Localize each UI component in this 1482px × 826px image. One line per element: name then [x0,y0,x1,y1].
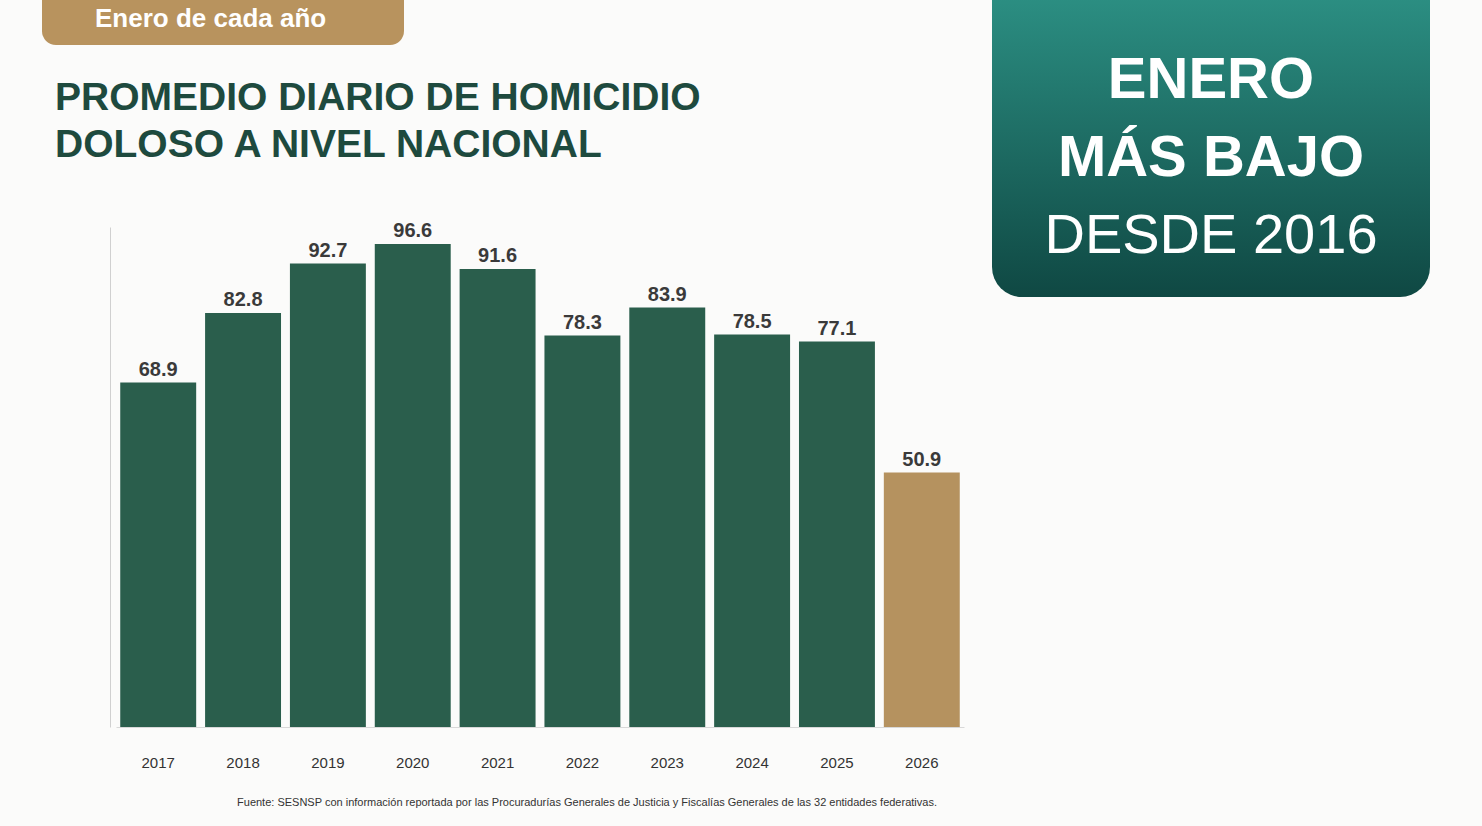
data-label: 50.9 [902,448,941,470]
bars [120,244,960,727]
x-tick-label: 2025 [820,754,853,771]
x-tick: 2019 [311,727,344,771]
annotation-box: ENERO MÁS BAJO DESDE 2016 [992,0,1430,297]
annotation-bg [992,0,1430,297]
x-tick-label: 2019 [311,754,344,771]
x-tick-label: 2017 [142,754,175,771]
data-label: 91.6 [478,244,517,266]
data-label: 96.6 [393,219,432,241]
data-labels: 68.9 82.8 92.7 96.6 91.6 78.3 83.9 78.5 77.1 50.9 [139,219,942,470]
badge-bg [42,0,404,45]
x-tick: 2022 [566,727,599,771]
data-label: 83.9 [648,283,687,305]
y-axis-line [110,228,111,728]
bar [544,336,620,728]
x-tick-label: 2018 [226,754,259,771]
x-axis-line [117,727,965,728]
data-label: 82.8 [224,288,263,310]
bar [884,473,960,728]
x-tick: 2026 [905,727,938,771]
y-axis [110,228,111,728]
x-tick: 2024 [735,727,768,771]
bar [460,269,536,727]
data-label: 68.9 [139,358,178,380]
title-line: PROMEDIO DIARIO DE HOMICIDIO [55,75,701,118]
x-tick: 2020 [396,727,429,771]
x-axis: 2017 2018 2019 2020 2021 2022 2023 2024 2025 2026 [117,727,965,771]
bar [714,335,790,728]
x-tick: 2021 [481,727,514,771]
subtitle: Enero de cada año [95,3,326,33]
bar [120,383,196,728]
data-label: 92.7 [308,239,347,261]
x-tick: 2018 [226,727,259,771]
annotation: ENERO [1108,45,1314,110]
chart: Enero de cada año PROMEDIO DIARIO DE HOMI… [0,0,1482,826]
annotation: DESDE 2016 [1044,202,1377,265]
bar [629,308,705,728]
data-label: 77.1 [817,317,856,339]
data-label: 78.5 [733,310,772,332]
x-tick-label: 2026 [905,754,938,771]
x-tick: 2017 [142,727,175,771]
bar [799,342,875,728]
x-tick-label: 2022 [566,754,599,771]
bar [375,244,451,727]
x-tick-label: 2024 [735,754,768,771]
source: Fuente: SESNSP con información reportada… [237,796,937,808]
bar [205,313,281,727]
title-line: DOLOSO A NIVEL NACIONAL [55,122,602,165]
subtitle-badge: Enero de cada año [42,0,404,45]
bar [290,264,366,728]
x-tick-label: 2021 [481,754,514,771]
x-tick-label: 2023 [651,754,684,771]
data-label: 78.3 [563,311,602,333]
x-tick: 2025 [820,727,853,771]
title: PROMEDIO DIARIO DE HOMICIDIODOLOSO A NIV… [55,75,701,165]
annotation: MÁS BAJO [1058,123,1364,188]
x-tick-label: 2020 [396,754,429,771]
x-tick: 2023 [651,727,684,771]
